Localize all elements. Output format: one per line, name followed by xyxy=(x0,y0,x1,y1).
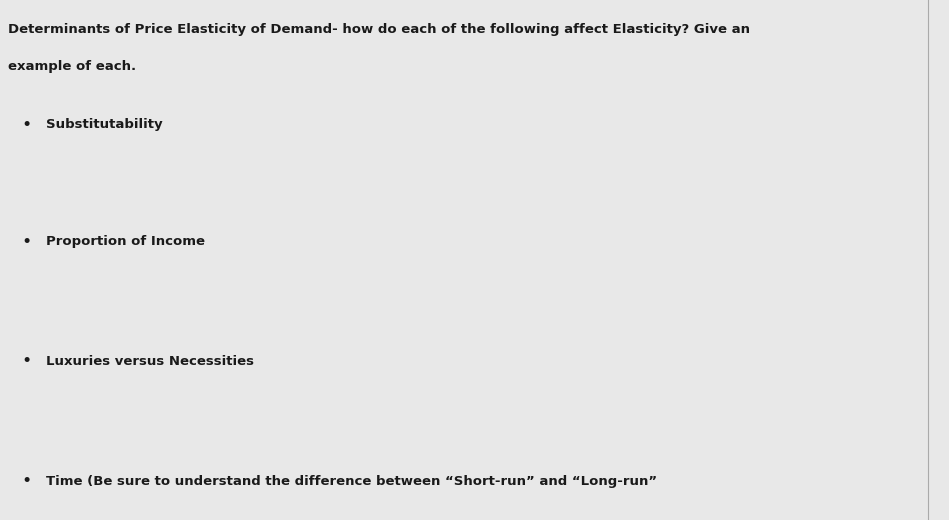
Text: •: • xyxy=(22,472,31,490)
Text: Luxuries versus Necessities: Luxuries versus Necessities xyxy=(46,355,253,368)
Text: •: • xyxy=(22,116,31,134)
Text: Proportion of Income: Proportion of Income xyxy=(46,235,205,249)
Text: •: • xyxy=(22,353,31,370)
Text: Determinants of Price Elasticity of Demand- how do each of the following affect : Determinants of Price Elasticity of Dema… xyxy=(8,23,750,36)
Text: Substitutability: Substitutability xyxy=(46,118,162,131)
Text: Time (Be sure to understand the difference between “Short-run” and “Long-run”: Time (Be sure to understand the differen… xyxy=(46,474,657,488)
Text: •: • xyxy=(22,233,31,251)
Text: example of each.: example of each. xyxy=(8,60,136,73)
